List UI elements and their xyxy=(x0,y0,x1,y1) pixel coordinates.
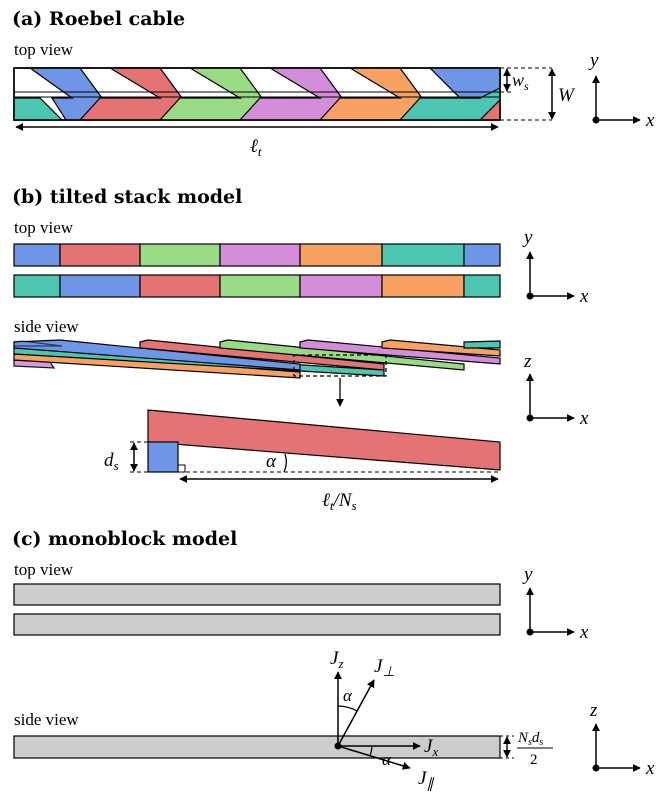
axes-a: y x xyxy=(588,50,655,131)
svg-text:2: 2 xyxy=(530,752,538,768)
Jz-label: Jz xyxy=(330,648,344,671)
segment xyxy=(299,274,383,298)
lt-label: ℓt xyxy=(250,136,262,159)
stack-top-view xyxy=(13,243,501,298)
roebel-cable xyxy=(13,67,501,121)
monoblock-side xyxy=(13,735,501,759)
section-a-top-view-label: top view xyxy=(14,40,74,59)
alpha-label-upper: α xyxy=(343,686,353,705)
segment xyxy=(139,274,221,298)
alpha-label-lower: α xyxy=(382,750,392,769)
section-c-title: (c) monoblock model xyxy=(12,528,238,550)
monoblock-top-1 xyxy=(13,583,501,606)
segment xyxy=(139,243,221,267)
stack-side-view xyxy=(13,339,501,379)
svg-text:x: x xyxy=(645,758,655,779)
tape xyxy=(13,339,301,371)
current-vectors xyxy=(334,671,421,770)
Jperp-label: J⊥ xyxy=(374,656,395,680)
segment xyxy=(13,274,61,298)
section-a-title: (a) Roebel cable xyxy=(12,8,186,30)
monoblock-top-2 xyxy=(13,613,501,636)
section-b-top-view-label: top view xyxy=(14,218,74,237)
svg-text:x: x xyxy=(579,408,589,429)
segment xyxy=(381,274,465,298)
zoom-region xyxy=(293,354,387,377)
segment xyxy=(463,274,501,298)
axes-b-side: z x xyxy=(523,351,589,429)
axes-c-top: y x xyxy=(522,564,589,643)
tape xyxy=(139,339,385,371)
section-c-top-view-label: top view xyxy=(14,560,74,579)
ds-label: ds xyxy=(104,450,119,473)
segment xyxy=(299,243,383,267)
svg-text:Nsds: Nsds xyxy=(517,730,543,748)
segment xyxy=(219,243,301,267)
Jpar-label: J∥ xyxy=(418,768,434,792)
svg-text:z: z xyxy=(589,700,598,721)
ws-label: ws xyxy=(512,70,529,93)
ltNs-label: ℓt/Ns xyxy=(322,490,357,513)
tape xyxy=(463,340,501,349)
segment xyxy=(219,274,301,298)
height-fraction-label: Nsds 2 xyxy=(517,730,553,768)
tape xyxy=(219,339,465,371)
tilted-tape xyxy=(147,409,501,471)
Jx-label: Jx xyxy=(424,736,438,759)
section-b-title: (b) tilted stack model xyxy=(12,186,243,208)
segment xyxy=(381,243,465,267)
alpha-label: α xyxy=(266,451,277,472)
segment xyxy=(59,274,141,298)
svg-text:y: y xyxy=(522,227,533,248)
svg-text:x: x xyxy=(579,286,589,307)
axes-b-top: y x xyxy=(522,227,589,307)
svg-text:y: y xyxy=(588,50,599,71)
tape xyxy=(381,339,501,357)
svg-text:x: x xyxy=(645,110,655,131)
segment xyxy=(13,243,61,267)
svg-text:x: x xyxy=(579,622,589,643)
zoom-detail xyxy=(130,409,501,483)
section-c-side-view-label: side view xyxy=(14,710,79,729)
axes-c-side: z x xyxy=(589,700,655,779)
tape xyxy=(299,339,501,365)
W-label: W xyxy=(558,85,576,106)
svg-text:z: z xyxy=(523,351,532,372)
svg-text:y: y xyxy=(522,564,533,585)
cross-section-tape xyxy=(147,441,179,473)
section-b-side-view-label: side view xyxy=(14,317,79,336)
segment xyxy=(59,243,141,267)
tape xyxy=(13,340,63,347)
segment xyxy=(463,243,501,267)
